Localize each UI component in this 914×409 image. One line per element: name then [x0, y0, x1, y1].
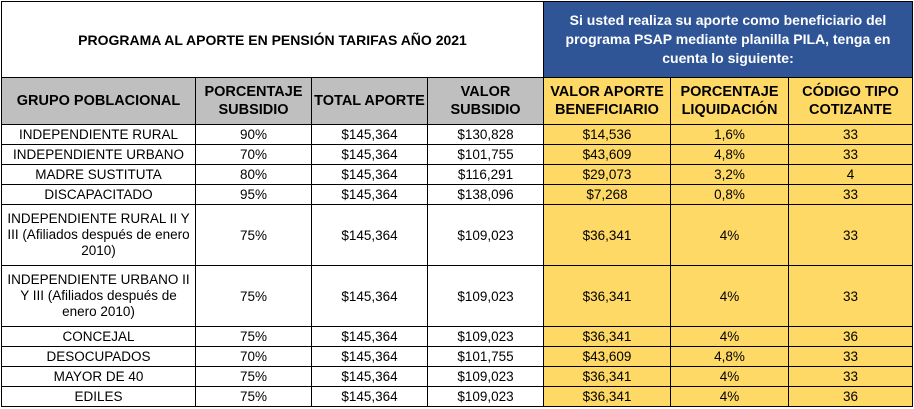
- cell-codigo-tipo-cotizante: 36: [788, 326, 913, 347]
- cell-porcentaje-liquidacion: 4%: [670, 265, 789, 327]
- cell-porcentaje-liquidacion: 0,8%: [670, 184, 789, 205]
- cell-total-aporte: $145,364: [311, 326, 428, 347]
- cell-porcentaje-subsidio: 80%: [195, 164, 312, 185]
- table-row: MADRE SUSTITUTA 80% $145,364 $116,291 $29,07…: [1, 164, 913, 185]
- cell-valor-aporte-beneficiario: $7,268: [543, 184, 671, 205]
- cell-total-aporte: $145,364: [311, 164, 428, 185]
- table-title: PROGRAMA AL APORTE EN PENSIÓN TARIFAS AÑ…: [1, 1, 544, 78]
- cell-valor-subsidio: $116,291: [427, 164, 544, 185]
- cell-porcentaje-liquidacion: 4%: [670, 386, 789, 407]
- cell-grupo: INDEPENDIENTE RURAL II Y III (Afiliados …: [1, 204, 196, 266]
- cell-valor-aporte-beneficiario: $36,341: [543, 366, 671, 387]
- cell-porcentaje-subsidio: 70%: [195, 144, 312, 165]
- table-row: CONCEJAL 75% $145,364 $109,023 $36,341 4% 36: [1, 326, 913, 347]
- table-row: INDEPENDIENTE URBANO II Y III (Afiliados…: [1, 265, 913, 327]
- cell-grupo: DESOCUPADOS: [1, 346, 196, 367]
- cell-valor-subsidio: $109,023: [427, 366, 544, 387]
- table-row: INDEPENDIENTE RURAL II Y III (Afiliados …: [1, 204, 913, 266]
- cell-grupo: INDEPENDIENTE URBANO: [1, 144, 196, 165]
- cell-grupo: MAYOR DE 40: [1, 366, 196, 387]
- cell-total-aporte: $145,364: [311, 144, 428, 165]
- cell-porcentaje-liquidacion: 4,8%: [670, 144, 789, 165]
- cell-codigo-tipo-cotizante: 36: [788, 386, 913, 407]
- table-row: DESOCUPADOS 70% $145,364 $101,755 $43,609 4,8…: [1, 346, 913, 367]
- cell-valor-subsidio: $130,828: [427, 124, 544, 145]
- cell-porcentaje-liquidacion: 4%: [670, 326, 789, 347]
- cell-grupo: CONCEJAL: [1, 326, 196, 347]
- cell-grupo: INDEPENDIENTE RURAL: [1, 124, 196, 145]
- table-row: INDEPENDIENTE RURAL 90% $145,364 $130,828 $1…: [1, 124, 913, 145]
- cell-total-aporte: $145,364: [311, 265, 428, 327]
- cell-porcentaje-subsidio: 95%: [195, 184, 312, 205]
- cell-codigo-tipo-cotizante: 33: [788, 124, 913, 145]
- table-row: EDILES 75% $145,364 $109,023 $36,341 4% 36: [1, 386, 913, 407]
- header-porcentaje-liquidacion: PORCENTAJE LIQUIDACIÓN: [670, 77, 789, 125]
- cell-grupo: EDILES: [1, 386, 196, 407]
- cell-total-aporte: $145,364: [311, 124, 428, 145]
- cell-valor-aporte-beneficiario: $43,609: [543, 144, 671, 165]
- cell-valor-subsidio: $109,023: [427, 386, 544, 407]
- cell-valor-aporte-beneficiario: $36,341: [543, 386, 671, 407]
- header-codigo-tipo-cotizante: CÓDIGO TIPO COTIZANTE: [788, 77, 913, 125]
- cell-codigo-tipo-cotizante: 33: [788, 366, 913, 387]
- cell-total-aporte: $145,364: [311, 204, 428, 266]
- cell-porcentaje-liquidacion: 4%: [670, 204, 789, 266]
- cell-grupo: MADRE SUSTITUTA: [1, 164, 196, 185]
- cell-valor-aporte-beneficiario: $36,341: [543, 326, 671, 347]
- info-banner: Si usted realiza su aporte como benefici…: [543, 1, 913, 78]
- cell-codigo-tipo-cotizante: 33: [788, 346, 913, 367]
- header-grupo-poblacional: GRUPO POBLACIONAL: [1, 77, 196, 125]
- cell-porcentaje-liquidacion: 3,2%: [670, 164, 789, 185]
- cell-codigo-tipo-cotizante: 33: [788, 204, 913, 266]
- header-porcentaje-subsidio: PORCENTAJE SUBSIDIO: [195, 77, 312, 125]
- cell-porcentaje-liquidacion: 4,8%: [670, 346, 789, 367]
- title-row: PROGRAMA AL APORTE EN PENSIÓN TARIFAS AÑ…: [1, 1, 913, 78]
- cell-valor-aporte-beneficiario: $14,536: [543, 124, 671, 145]
- cell-porcentaje-subsidio: 75%: [195, 386, 312, 407]
- header-valor-subsidio: VALOR SUBSIDIO: [427, 77, 544, 125]
- table-row: DISCAPACITADO 95% $145,364 $138,096 $7,268 0,…: [1, 184, 913, 205]
- cell-valor-subsidio: $109,023: [427, 326, 544, 347]
- cell-porcentaje-subsidio: 75%: [195, 366, 312, 387]
- header-total-aporte: TOTAL APORTE: [311, 77, 428, 125]
- cell-porcentaje-subsidio: 70%: [195, 346, 312, 367]
- cell-valor-subsidio: $109,023: [427, 265, 544, 327]
- header-valor-aporte-beneficiario: VALOR APORTE BENEFICIARIO: [543, 77, 671, 125]
- cell-porcentaje-subsidio: 75%: [195, 265, 312, 327]
- cell-codigo-tipo-cotizante: 4: [788, 164, 913, 185]
- cell-total-aporte: $145,364: [311, 366, 428, 387]
- cell-valor-subsidio: $101,755: [427, 346, 544, 367]
- cell-total-aporte: $145,364: [311, 346, 428, 367]
- cell-codigo-tipo-cotizante: 33: [788, 265, 913, 327]
- cell-codigo-tipo-cotizante: 33: [788, 144, 913, 165]
- cell-valor-aporte-beneficiario: $29,073: [543, 164, 671, 185]
- cell-valor-aporte-beneficiario: $43,609: [543, 346, 671, 367]
- cell-codigo-tipo-cotizante: 33: [788, 184, 913, 205]
- cell-valor-subsidio: $138,096: [427, 184, 544, 205]
- table-row: INDEPENDIENTE URBANO 70% $145,364 $101,755 $…: [1, 144, 913, 165]
- header-row: GRUPO POBLACIONAL PORCENTAJE SUBSIDIO TO…: [1, 77, 913, 125]
- table-row: MAYOR DE 40 75% $145,364 $109,023 $36,341 4% 3…: [1, 366, 913, 387]
- cell-grupo: DISCAPACITADO: [1, 184, 196, 205]
- cell-total-aporte: $145,364: [311, 184, 428, 205]
- cell-porcentaje-subsidio: 75%: [195, 326, 312, 347]
- cell-valor-subsidio: $109,023: [427, 204, 544, 266]
- cell-porcentaje-liquidacion: 4%: [670, 366, 789, 387]
- cell-porcentaje-liquidacion: 1,6%: [670, 124, 789, 145]
- cell-grupo: INDEPENDIENTE URBANO II Y III (Afiliados…: [1, 265, 196, 327]
- cell-valor-subsidio: $101,755: [427, 144, 544, 165]
- cell-total-aporte: $145,364: [311, 386, 428, 407]
- cell-porcentaje-subsidio: 90%: [195, 124, 312, 145]
- cell-valor-aporte-beneficiario: $36,341: [543, 265, 671, 327]
- cell-porcentaje-subsidio: 75%: [195, 204, 312, 266]
- cell-valor-aporte-beneficiario: $36,341: [543, 204, 671, 266]
